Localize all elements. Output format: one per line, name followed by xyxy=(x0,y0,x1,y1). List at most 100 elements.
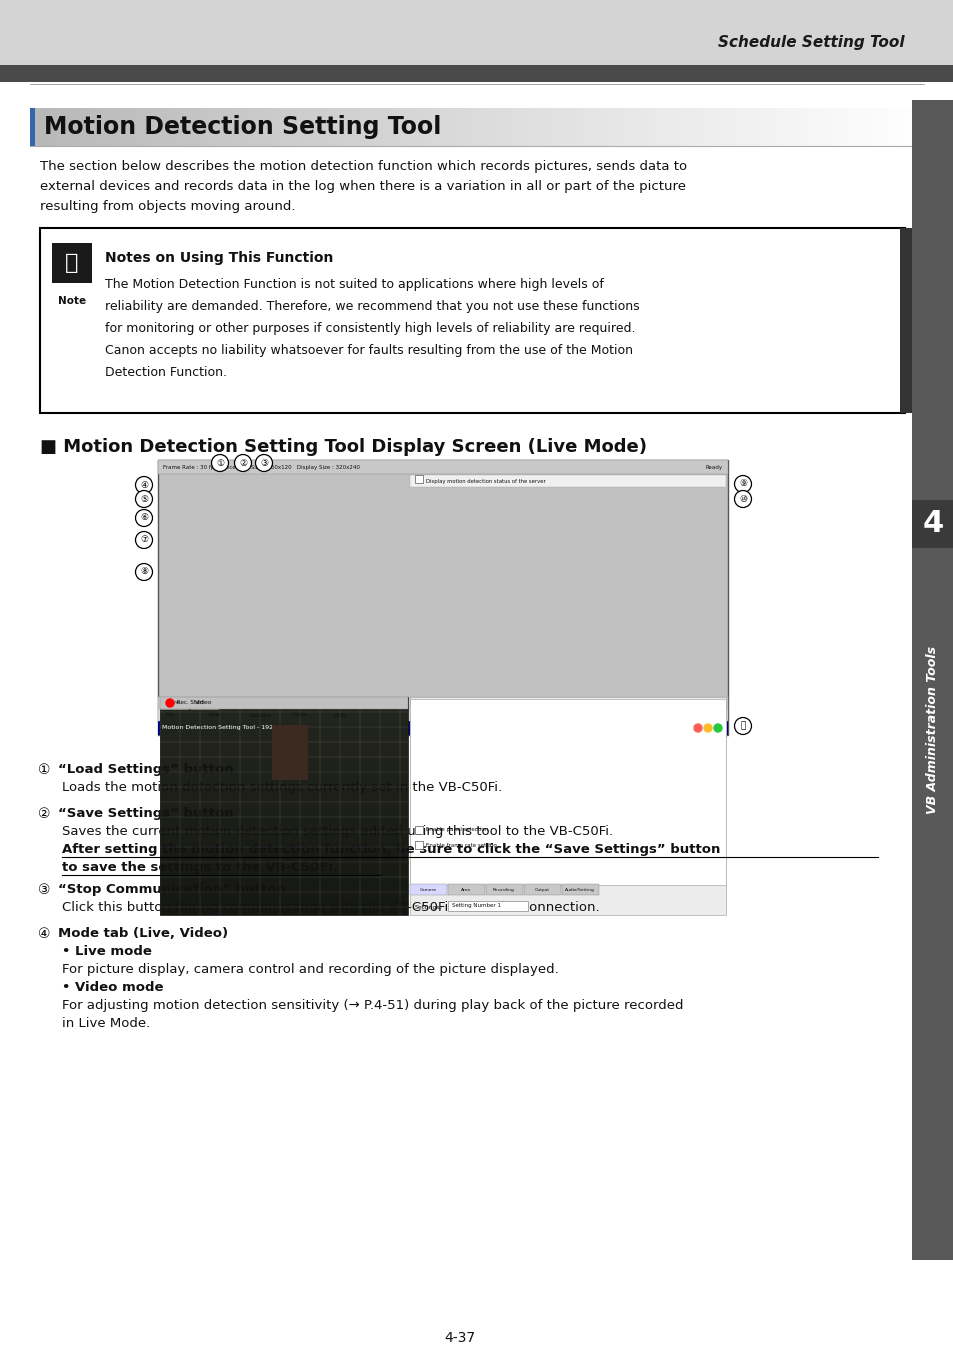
Text: ④: ④ xyxy=(38,927,51,941)
FancyBboxPatch shape xyxy=(824,108,834,146)
FancyBboxPatch shape xyxy=(160,795,408,807)
FancyBboxPatch shape xyxy=(405,108,415,146)
Text: ③: ③ xyxy=(259,458,268,468)
FancyBboxPatch shape xyxy=(807,108,817,146)
Text: Click this button during communication with the VB-C50Fi to cut the connection.: Click this button during communication w… xyxy=(62,900,599,914)
FancyBboxPatch shape xyxy=(160,831,408,844)
FancyBboxPatch shape xyxy=(414,108,423,146)
FancyBboxPatch shape xyxy=(583,108,593,146)
FancyBboxPatch shape xyxy=(217,108,227,146)
FancyBboxPatch shape xyxy=(655,108,664,146)
FancyBboxPatch shape xyxy=(244,108,253,146)
FancyBboxPatch shape xyxy=(360,108,370,146)
Text: Output: Output xyxy=(534,888,549,892)
FancyBboxPatch shape xyxy=(521,108,531,146)
Text: ②: ② xyxy=(38,807,51,821)
Text: • Video mode: • Video mode xyxy=(62,982,163,994)
FancyBboxPatch shape xyxy=(530,108,539,146)
FancyBboxPatch shape xyxy=(879,108,888,146)
Circle shape xyxy=(734,718,751,734)
FancyBboxPatch shape xyxy=(160,783,408,795)
FancyBboxPatch shape xyxy=(0,0,953,65)
FancyBboxPatch shape xyxy=(781,108,790,146)
FancyBboxPatch shape xyxy=(476,108,486,146)
FancyBboxPatch shape xyxy=(709,108,719,146)
FancyBboxPatch shape xyxy=(869,108,879,146)
Text: Detection Function.: Detection Function. xyxy=(105,366,227,379)
FancyBboxPatch shape xyxy=(914,108,923,146)
Text: Display motion detection status of the server: Display motion detection status of the s… xyxy=(426,479,545,484)
Text: Saves the current motion detection settings edited using this tool to the VB-C50: Saves the current motion detection setti… xyxy=(62,825,613,838)
FancyBboxPatch shape xyxy=(160,699,408,711)
Text: “Load Settings” button: “Load Settings” button xyxy=(58,763,233,776)
FancyBboxPatch shape xyxy=(370,108,379,146)
FancyBboxPatch shape xyxy=(415,841,422,849)
FancyBboxPatch shape xyxy=(39,108,49,146)
FancyBboxPatch shape xyxy=(415,475,422,483)
Circle shape xyxy=(234,454,252,472)
FancyBboxPatch shape xyxy=(155,108,165,146)
FancyBboxPatch shape xyxy=(611,108,620,146)
FancyBboxPatch shape xyxy=(911,100,953,1260)
Text: Settings:: Settings: xyxy=(415,904,442,910)
FancyBboxPatch shape xyxy=(593,108,602,146)
FancyBboxPatch shape xyxy=(57,108,67,146)
Circle shape xyxy=(135,510,152,526)
FancyBboxPatch shape xyxy=(30,108,39,146)
FancyBboxPatch shape xyxy=(119,108,129,146)
Text: Mode tab (Live, Video): Mode tab (Live, Video) xyxy=(58,927,228,940)
FancyBboxPatch shape xyxy=(396,108,406,146)
FancyBboxPatch shape xyxy=(190,698,218,708)
FancyBboxPatch shape xyxy=(852,108,862,146)
FancyBboxPatch shape xyxy=(575,108,584,146)
FancyBboxPatch shape xyxy=(160,867,408,879)
Text: Camera: Camera xyxy=(419,888,436,892)
Text: ■ Motion Detection Setting Tool Display Screen (Live Mode): ■ Motion Detection Setting Tool Display … xyxy=(40,438,646,456)
Text: The section below describes the motion detection function which records pictures: The section below describes the motion d… xyxy=(40,160,686,173)
Circle shape xyxy=(166,699,173,707)
FancyBboxPatch shape xyxy=(160,771,408,783)
Text: Area: Area xyxy=(460,888,471,892)
FancyBboxPatch shape xyxy=(561,884,598,895)
FancyBboxPatch shape xyxy=(52,243,91,283)
Text: reliability are demanded. Therefore, we recommend that you not use these functio: reliability are demanded. Therefore, we … xyxy=(105,300,639,314)
Text: in Live Mode.: in Live Mode. xyxy=(62,1017,150,1030)
Text: Canon accepts no liability whatsoever for faults resulting from the use of the M: Canon accepts no liability whatsoever fo… xyxy=(105,343,633,357)
Text: ⑥: ⑥ xyxy=(140,514,148,522)
Circle shape xyxy=(734,476,751,492)
FancyBboxPatch shape xyxy=(905,108,915,146)
FancyBboxPatch shape xyxy=(387,108,396,146)
FancyBboxPatch shape xyxy=(160,698,408,915)
FancyBboxPatch shape xyxy=(842,108,852,146)
FancyBboxPatch shape xyxy=(40,228,904,412)
FancyBboxPatch shape xyxy=(523,884,560,895)
FancyBboxPatch shape xyxy=(235,108,245,146)
FancyBboxPatch shape xyxy=(512,108,521,146)
Text: ④: ④ xyxy=(140,480,148,489)
Text: “Stop Communication” button: “Stop Communication” button xyxy=(58,883,286,896)
Circle shape xyxy=(135,531,152,549)
FancyBboxPatch shape xyxy=(638,108,647,146)
FancyBboxPatch shape xyxy=(601,108,611,146)
FancyBboxPatch shape xyxy=(664,108,674,146)
FancyBboxPatch shape xyxy=(448,900,527,911)
Text: Note: Note xyxy=(58,296,86,306)
FancyBboxPatch shape xyxy=(30,108,35,146)
FancyBboxPatch shape xyxy=(92,108,102,146)
Text: Frame Rate : 30 fps   Receiving Size : 160x120   Display Size : 320x240: Frame Rate : 30 fps Receiving Size : 160… xyxy=(163,465,359,469)
Circle shape xyxy=(212,454,229,472)
FancyBboxPatch shape xyxy=(485,108,495,146)
Circle shape xyxy=(135,476,152,493)
Text: Ⓕ: Ⓕ xyxy=(65,253,78,273)
Text: ①: ① xyxy=(38,763,51,777)
FancyBboxPatch shape xyxy=(48,108,57,146)
FancyBboxPatch shape xyxy=(101,108,111,146)
FancyBboxPatch shape xyxy=(485,884,522,895)
Text: Notes on Using This Function: Notes on Using This Function xyxy=(105,251,333,265)
FancyBboxPatch shape xyxy=(887,108,897,146)
Text: Loads the motion detection settings currently set in the VB-C50Fi.: Loads the motion detection settings curr… xyxy=(62,781,501,794)
Text: Schedule Setting Tool: Schedule Setting Tool xyxy=(718,35,904,50)
FancyBboxPatch shape xyxy=(160,723,408,735)
FancyBboxPatch shape xyxy=(160,758,408,771)
Text: File: File xyxy=(166,713,175,718)
